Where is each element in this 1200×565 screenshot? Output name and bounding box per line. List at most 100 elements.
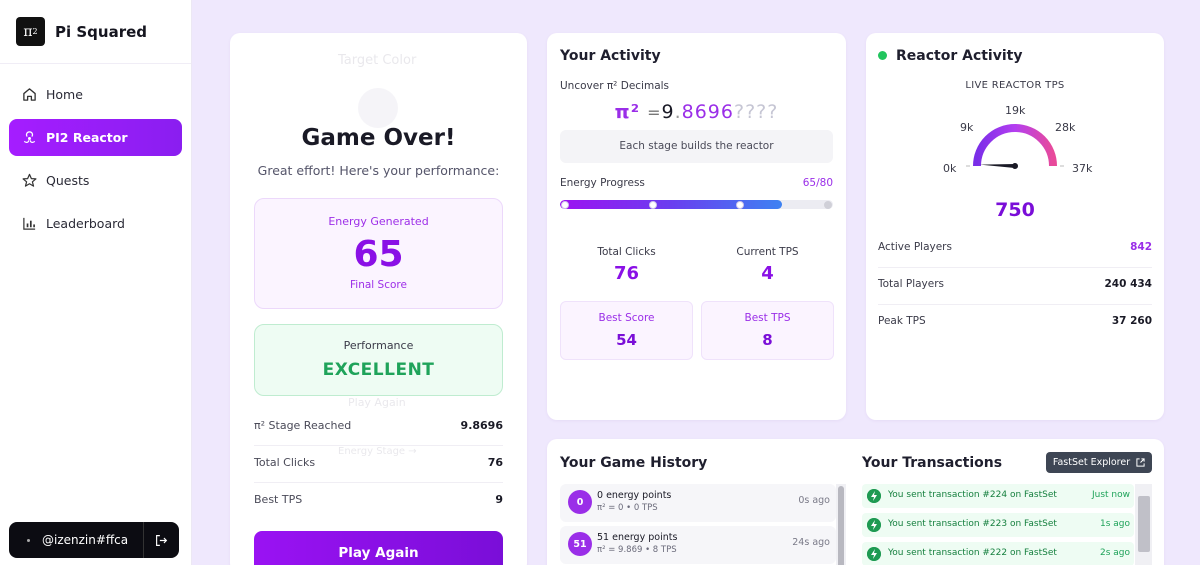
transaction-time: 1s ago — [1099, 519, 1130, 529]
explorer-label: FastSet Explorer — [1052, 457, 1131, 468]
stat-label: Total Clicks — [254, 456, 316, 469]
row-value: 37 260 — [1111, 315, 1152, 327]
background-play-button: Play Again — [348, 396, 406, 409]
sidebar-item-label: Leaderboard — [46, 216, 125, 231]
history-time: 24s ago — [792, 537, 830, 548]
pi-hidden-digits: ???? — [733, 101, 779, 123]
pi-integer: 9 — [661, 101, 675, 123]
lightning-icon — [867, 518, 881, 532]
history-scrollbar-thumb[interactable] — [838, 486, 844, 565]
energy-generated-label: Energy Generated — [328, 215, 429, 228]
row-label: Peak TPS — [878, 315, 926, 327]
pi-equals: = — [647, 103, 662, 122]
game-history-title: Your Game History — [560, 455, 708, 471]
background-stage-text: Energy Stage → — [338, 446, 417, 457]
progress-milestone-dot — [649, 201, 657, 209]
reactor-activity-card: Reactor Activity LIVE REACTOR TPS 0k 9k … — [866, 33, 1164, 420]
energy-progress-value: 65/80 — [802, 177, 833, 189]
total-players-row: Total Players 240 434 — [878, 278, 1152, 305]
final-score-label: Final Score — [350, 279, 407, 291]
lightning-icon — [867, 547, 881, 561]
background-color-circle — [358, 88, 398, 128]
background-game-title: Target Color — [338, 53, 417, 68]
play-again-button[interactable]: Play Again — [254, 531, 503, 565]
gauge-tick-label: 37k — [1072, 162, 1093, 175]
game-history-list[interactable]: 0 0 energy points π² = 0 • 0 TPS 0s ago … — [560, 484, 849, 565]
gauge-needle — [980, 163, 1018, 169]
transaction-text: You sent transaction #223 on FastSet — [888, 519, 1057, 529]
history-sub: π² = 9.869 • 8 TPS — [597, 545, 677, 555]
transactions-scrollbar-thumb[interactable] — [1138, 496, 1150, 552]
user-account-bar[interactable]: @izenzin#ffca — [9, 522, 179, 558]
stat-row-best-tps: Best TPS 9 — [254, 493, 503, 519]
sidebar-item-label: Quests — [46, 173, 90, 188]
total-clicks-label: Total Clicks — [597, 246, 656, 258]
best-score-label: Best Score — [598, 312, 655, 324]
list-item[interactable]: 51 51 energy points π² = 9.869 • 8 TPS 2… — [560, 526, 836, 564]
total-clicks-stat: Total Clicks 76 — [560, 246, 693, 284]
logout-button[interactable] — [143, 522, 179, 558]
sidebar-item-quests[interactable]: Quests — [9, 162, 182, 199]
best-score-value: 54 — [616, 331, 637, 349]
transaction-text: You sent transaction #222 on FastSet — [888, 548, 1057, 558]
stat-value: 9 — [495, 493, 503, 506]
history-main: 0 energy points — [597, 490, 672, 501]
sidebar-item-leaderboard[interactable]: Leaderboard — [9, 205, 182, 242]
pi-decimal-point: . — [674, 101, 682, 123]
best-score-box: Best Score 54 — [560, 301, 693, 360]
list-item[interactable]: You sent transaction #223 on FastSet 1s … — [862, 513, 1134, 537]
best-tps-box: Best TPS 8 — [701, 301, 834, 360]
live-reactor-tps-label: LIVE REACTOR TPS — [965, 80, 1065, 91]
stat-row-stage: π² Stage Reached 9.8696 — [254, 419, 503, 446]
list-item[interactable]: You sent transaction #222 on FastSet 2s … — [862, 542, 1134, 565]
sidebar-item-home[interactable]: Home — [9, 76, 182, 113]
your-activity-card: Your Activity Uncover π² Decimals π² =9.… — [547, 33, 846, 420]
gauge-tick-label: 9k — [960, 121, 974, 134]
row-label: Active Players — [878, 241, 952, 253]
energy-progress-bar — [560, 200, 833, 209]
activity-title: Your Activity — [560, 48, 661, 64]
row-value: 842 — [1130, 241, 1152, 253]
pi-squared-symbol: π² — [614, 101, 641, 123]
progress-milestone-dot — [561, 201, 569, 209]
peak-tps-row: Peak TPS 37 260 — [878, 315, 1152, 341]
score-badge: 0 — [568, 490, 592, 514]
logout-icon — [156, 534, 168, 546]
gauge-arc — [973, 124, 1057, 167]
brand-logo-symbol: π — [23, 23, 33, 40]
best-tps-label: Best TPS — [744, 312, 791, 324]
reactor-tps-value: 750 — [995, 199, 1035, 221]
live-status-dot-icon — [878, 51, 887, 60]
game-over-title: Game Over! — [301, 125, 456, 151]
performance-label: Performance — [343, 339, 414, 352]
external-link-icon — [1136, 458, 1145, 467]
history-time: 0s ago — [798, 495, 830, 506]
sidebar-item-label: PI2 Reactor — [46, 130, 128, 145]
game-over-subtitle: Great effort! Here's your performance: — [257, 163, 500, 178]
energy-progress-label: Energy Progress — [560, 177, 645, 189]
transaction-text: You sent transaction #224 on FastSet — [888, 490, 1057, 500]
history-sub: π² = 0 • 0 TPS — [597, 503, 658, 513]
progress-milestone-dot — [824, 201, 832, 209]
current-tps-label: Current TPS — [736, 246, 799, 258]
star-icon — [21, 173, 37, 189]
brand-name: Pi Squared — [55, 22, 148, 41]
username: @izenzin#ffca — [42, 533, 129, 547]
transactions-title: Your Transactions — [862, 455, 1003, 471]
sidebar-item-pi2-reactor[interactable]: PI2 Reactor — [9, 119, 182, 156]
lightning-icon — [867, 489, 881, 503]
status-dot-icon — [27, 538, 30, 542]
fastset-explorer-button[interactable]: FastSet Explorer — [1046, 452, 1152, 473]
pi-decimals-display: π² =9.8696???? — [547, 101, 846, 123]
stat-row-clicks: Total Clicks 76 — [254, 456, 503, 483]
uncover-label: Uncover π² Decimals — [560, 80, 670, 92]
energy-generated-value: 65 — [353, 234, 404, 275]
transactions-list[interactable]: You sent transaction #224 on FastSet Jus… — [862, 484, 1152, 565]
gauge-tick-label: 0k — [943, 162, 957, 175]
total-clicks-value: 76 — [613, 263, 640, 284]
list-item[interactable]: 0 0 energy points π² = 0 • 0 TPS 0s ago — [560, 484, 836, 522]
list-item[interactable]: You sent transaction #224 on FastSet Jus… — [862, 484, 1134, 508]
